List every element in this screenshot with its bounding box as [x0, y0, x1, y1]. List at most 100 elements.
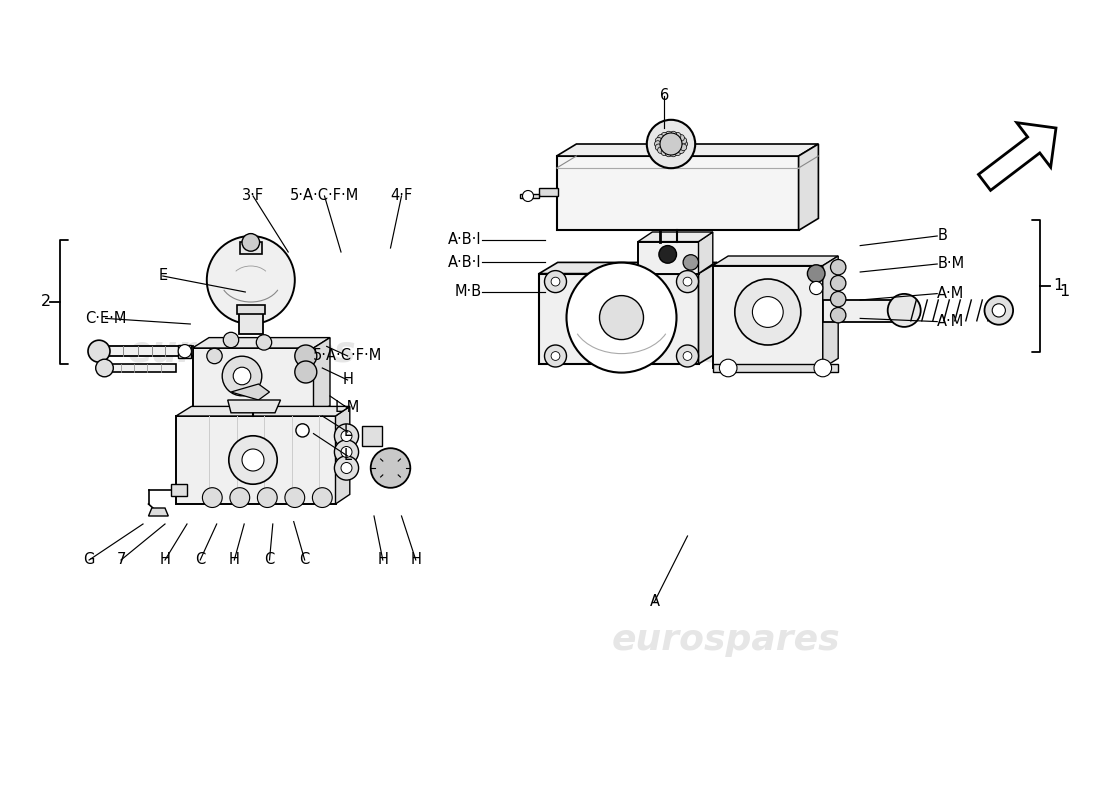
Circle shape [661, 132, 668, 139]
Circle shape [656, 138, 662, 144]
Bar [239, 310, 263, 334]
Polygon shape [539, 274, 698, 364]
Circle shape [544, 270, 566, 293]
Text: 3·F: 3·F [242, 189, 264, 203]
Text: 2: 2 [41, 294, 52, 310]
Circle shape [670, 131, 676, 138]
Circle shape [680, 138, 686, 144]
Circle shape [752, 297, 783, 327]
Text: C: C [299, 553, 310, 567]
Polygon shape [799, 144, 818, 230]
Polygon shape [176, 416, 336, 504]
Circle shape [178, 345, 191, 358]
Text: 5·A·C·F·M: 5·A·C·F·M [290, 189, 359, 203]
Text: L: L [343, 425, 352, 439]
Text: C: C [195, 553, 206, 567]
Circle shape [242, 234, 260, 251]
Circle shape [256, 334, 272, 350]
Polygon shape [823, 300, 902, 322]
Circle shape [676, 270, 698, 293]
Polygon shape [713, 364, 838, 372]
Bar [178, 345, 191, 358]
Circle shape [666, 150, 672, 157]
Polygon shape [192, 338, 330, 348]
Text: 4·F: 4·F [390, 189, 412, 203]
Circle shape [830, 275, 846, 291]
Circle shape [674, 149, 681, 156]
Circle shape [735, 279, 801, 345]
Text: C: C [264, 553, 275, 567]
Circle shape [341, 462, 352, 474]
Text: 7: 7 [117, 553, 125, 567]
Circle shape [242, 449, 264, 471]
Text: B·M: B·M [937, 257, 965, 271]
Bar [238, 305, 264, 314]
Polygon shape [231, 384, 270, 400]
Circle shape [992, 304, 1005, 317]
Circle shape [810, 282, 823, 294]
Circle shape [676, 345, 698, 367]
Text: L·M: L·M [336, 401, 360, 415]
Circle shape [522, 190, 534, 202]
Text: E: E [158, 269, 167, 283]
Circle shape [830, 291, 846, 307]
Circle shape [207, 348, 222, 364]
Circle shape [654, 141, 661, 147]
Polygon shape [698, 262, 717, 364]
Circle shape [207, 236, 295, 324]
Circle shape [888, 294, 921, 327]
Polygon shape [823, 256, 838, 368]
Text: A·B·I: A·B·I [448, 233, 482, 247]
Text: C·E·M: C·E·M [85, 311, 126, 326]
Circle shape [230, 488, 250, 507]
Circle shape [683, 278, 692, 286]
Polygon shape [148, 508, 168, 516]
Circle shape [295, 361, 317, 383]
Text: H: H [229, 553, 240, 567]
Circle shape [683, 351, 692, 360]
Circle shape [334, 424, 359, 448]
Circle shape [681, 141, 688, 147]
Bar [240, 242, 262, 254]
Text: A: A [649, 594, 660, 609]
Polygon shape [192, 348, 314, 416]
Circle shape [830, 259, 846, 275]
Text: eurospares: eurospares [128, 335, 356, 369]
Circle shape [341, 446, 352, 458]
Polygon shape [314, 338, 330, 416]
Text: B: B [937, 229, 947, 243]
Polygon shape [713, 256, 838, 266]
Polygon shape [228, 400, 280, 413]
Text: H: H [410, 553, 421, 567]
Circle shape [658, 147, 664, 154]
Text: A·M: A·M [937, 286, 965, 301]
Text: 5·A·C·F·M: 5·A·C·F·M [314, 349, 382, 363]
Circle shape [334, 440, 359, 464]
Circle shape [312, 488, 332, 507]
Circle shape [678, 134, 684, 141]
Circle shape [334, 456, 359, 480]
Circle shape [600, 296, 643, 339]
Polygon shape [539, 188, 558, 196]
Circle shape [719, 359, 737, 377]
Circle shape [371, 448, 410, 488]
Circle shape [647, 120, 695, 168]
Circle shape [285, 488, 305, 507]
Circle shape [551, 351, 560, 360]
Polygon shape [539, 262, 717, 274]
Circle shape [223, 332, 239, 348]
Polygon shape [520, 194, 539, 198]
Circle shape [202, 488, 222, 507]
Circle shape [661, 149, 668, 156]
Bar [362, 426, 382, 446]
Circle shape [678, 147, 684, 154]
Text: A·B·I: A·B·I [448, 255, 482, 270]
Circle shape [296, 424, 309, 437]
Circle shape [656, 144, 662, 150]
Circle shape [233, 367, 251, 385]
Circle shape [222, 356, 262, 396]
Text: G: G [84, 553, 95, 567]
Circle shape [659, 246, 676, 263]
Text: A·M: A·M [937, 314, 965, 329]
Polygon shape [698, 232, 713, 274]
